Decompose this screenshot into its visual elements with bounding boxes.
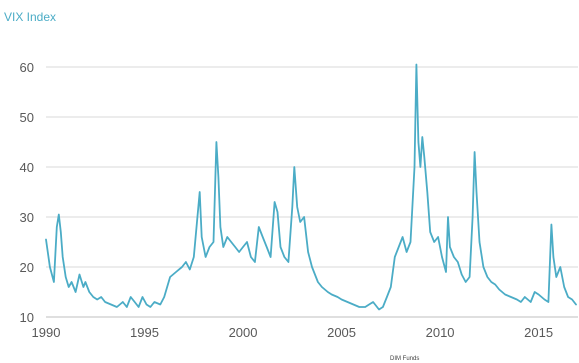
x-tick-label: 1995 xyxy=(130,325,159,340)
gridlines xyxy=(46,66,578,268)
series-line-0 xyxy=(45,63,577,311)
x-tick-label: 2000 xyxy=(229,325,258,340)
source-note: DIM Funds xyxy=(390,356,419,362)
x-tick-label: 2005 xyxy=(327,325,356,340)
y-tick-label: 60 xyxy=(20,60,34,75)
x-tick-label: 1990 xyxy=(32,325,61,340)
y-tick-label: 40 xyxy=(20,160,34,175)
x-tick-label: 2015 xyxy=(524,325,553,340)
y-tick-label: 10 xyxy=(20,310,34,325)
x-axis-ticks: 1990 1995 2000 2005 2010 2015 xyxy=(32,325,554,340)
x-tick-label: 2010 xyxy=(426,325,455,340)
y-tick-label: 20 xyxy=(20,260,34,275)
y-axis-ticks: 10 20 30 40 50 60 xyxy=(20,60,34,325)
y-tick-label: 50 xyxy=(20,110,34,125)
series-layer xyxy=(45,63,577,311)
y-tick-label: 30 xyxy=(20,210,34,225)
chart-title: VIX Index xyxy=(4,10,56,24)
